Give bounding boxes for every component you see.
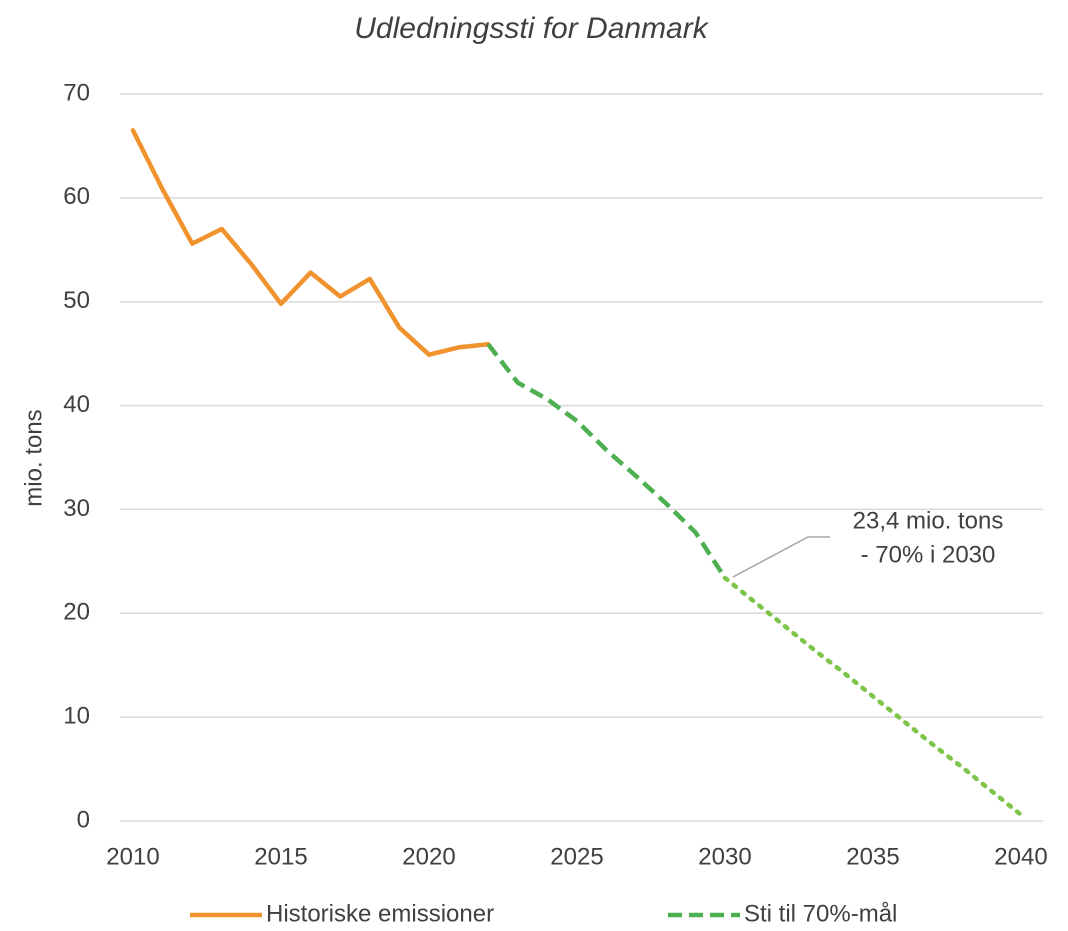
chart-title: Udledningssti for Danmark: [354, 12, 709, 45]
annotation: - 70% i 2030: [861, 541, 996, 568]
y-axis-label: mio. tons: [20, 409, 47, 506]
y-tick-label: 0: [77, 806, 90, 833]
legend-label: Sti til 70%-mål: [744, 900, 897, 927]
annotation-leader: [732, 536, 830, 578]
annotation: 23,4 mio. tons: [853, 507, 1004, 534]
y-tick-label: 10: [63, 702, 90, 729]
y-tick-label: 50: [63, 287, 90, 314]
y-tick-label: 40: [63, 391, 90, 418]
legend-label: Historiske emissioner: [266, 900, 494, 927]
x-tick-label: 2035: [846, 843, 899, 870]
y-tick-label: 70: [63, 79, 90, 106]
x-tick-label: 2010: [106, 843, 159, 870]
x-tick-label: 2015: [254, 843, 307, 870]
x-tick-label: 2025: [550, 843, 603, 870]
x-tick-label: 2030: [698, 843, 751, 870]
x-tick-label: 2020: [402, 843, 455, 870]
series-line: [722, 575, 1024, 818]
x-tick-label: 2040: [994, 843, 1047, 870]
series-line: [130, 128, 491, 357]
y-tick-label: 60: [63, 183, 90, 210]
y-tick-label: 30: [63, 495, 90, 522]
series-line: [486, 342, 727, 580]
y-tick-label: 20: [63, 599, 90, 626]
